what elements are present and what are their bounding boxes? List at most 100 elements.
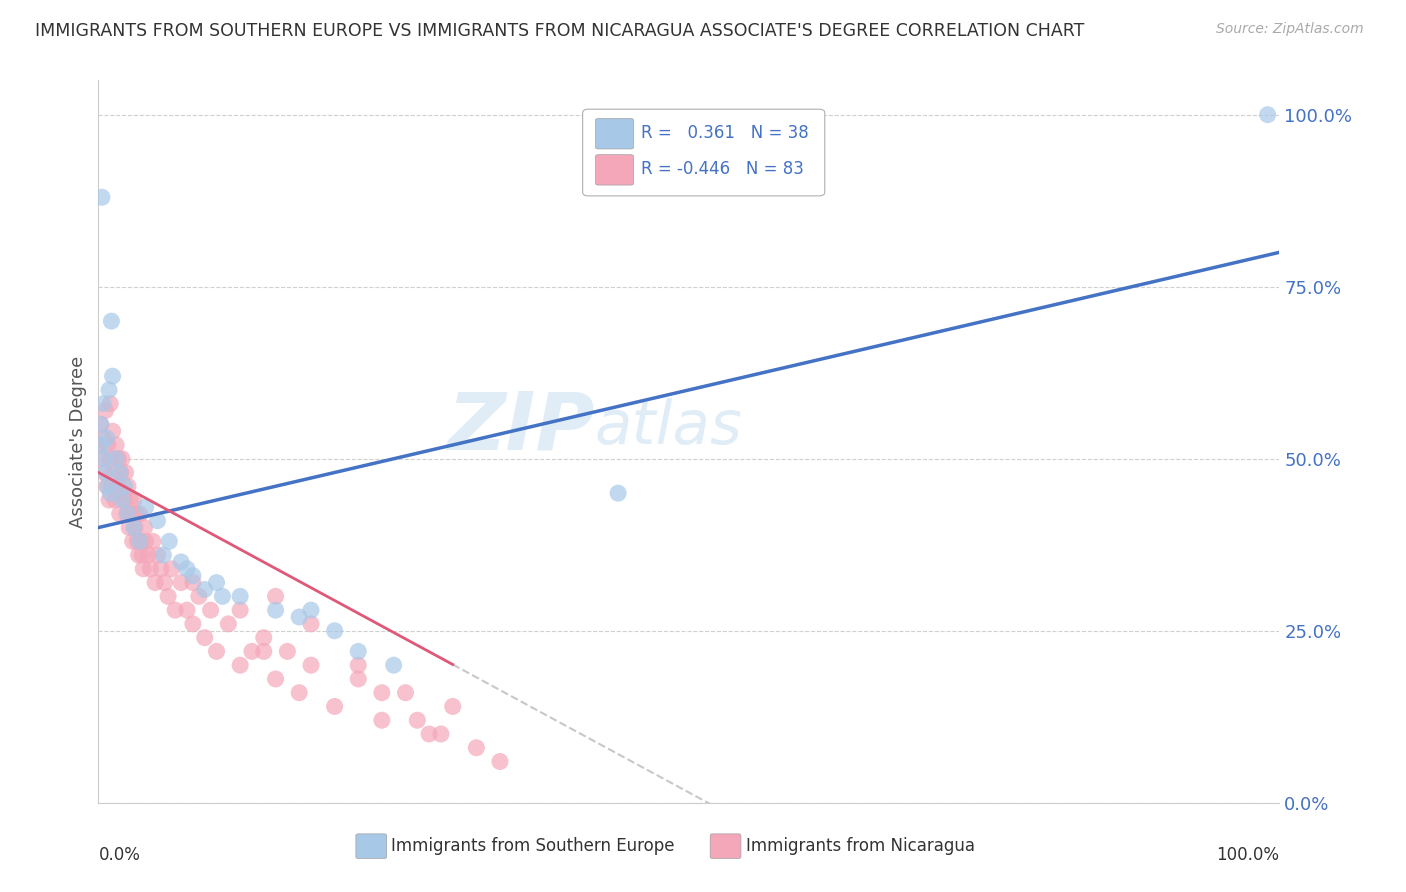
Point [111,493,134,508]
Point [135,534,157,549]
Text: R =   0.361   N = 38: R = 0.361 N = 38 [641,124,808,142]
Point [131,548,153,562]
Point [125,507,148,521]
Text: Source: ZipAtlas.com: Source: ZipAtlas.com [1216,22,1364,37]
Point [153,575,176,590]
Point [96,431,118,445]
Point [347,672,370,686]
Point [108,466,131,480]
Text: Immigrants from Nicaragua: Immigrants from Nicaragua [745,838,974,855]
Point [394,686,416,700]
Point [111,451,134,466]
Point [97,438,120,452]
Point [146,514,169,528]
Point [194,582,217,597]
Point [90,417,112,432]
Text: atlas: atlas [595,398,742,457]
Point [101,369,124,384]
Point [240,644,263,658]
Point [128,534,150,549]
Point [276,644,298,658]
FancyBboxPatch shape [596,154,634,185]
Point [288,610,311,624]
Point [200,603,222,617]
Point [91,190,114,204]
Point [135,500,157,514]
Point [176,562,198,576]
Point [104,493,127,508]
Point [89,438,111,452]
Point [132,562,155,576]
Point [146,548,169,562]
Point [105,438,128,452]
Point [121,534,143,549]
Text: R = -0.446   N = 83: R = -0.446 N = 83 [641,161,803,178]
FancyBboxPatch shape [710,834,741,858]
Point [127,534,149,549]
Point [170,555,193,569]
Point [112,479,135,493]
Point [229,590,252,604]
Point [181,568,204,582]
Point [98,451,121,466]
Point [97,479,120,493]
Point [371,686,394,700]
Point [117,479,139,493]
Point [157,590,180,604]
Point [96,479,118,493]
Point [128,507,150,521]
Text: 100.0%: 100.0% [1216,847,1279,864]
FancyBboxPatch shape [582,109,825,196]
Point [122,520,145,534]
Point [406,713,429,727]
Point [101,424,124,438]
Point [91,438,114,452]
Point [136,548,159,562]
Point [134,520,156,534]
Point [299,603,322,617]
Point [160,562,183,576]
Point [211,590,233,604]
Point [465,740,488,755]
Point [112,486,135,500]
Point [253,631,276,645]
Point [323,624,346,638]
Point [1257,108,1279,122]
Point [382,658,405,673]
Point [120,493,142,508]
FancyBboxPatch shape [596,119,634,149]
Point [121,507,143,521]
Point [91,451,114,466]
Point [187,590,209,604]
Point [112,493,135,508]
Point [118,520,141,534]
Point [91,397,114,411]
Point [430,727,453,741]
Point [124,520,146,534]
Point [117,507,139,521]
Point [94,403,117,417]
Point [115,507,138,521]
Y-axis label: Associate's Degree: Associate's Degree [69,355,87,528]
Point [323,699,346,714]
Point [264,672,287,686]
Point [98,493,121,508]
Point [122,493,145,508]
Point [181,616,204,631]
FancyBboxPatch shape [356,834,387,858]
Point [143,575,166,590]
Text: Immigrants from Southern Europe: Immigrants from Southern Europe [391,838,675,855]
Point [114,466,136,480]
Point [110,466,132,480]
Point [229,603,252,617]
Point [299,658,322,673]
Point [139,562,162,576]
Point [107,451,129,466]
Text: IMMIGRANTS FROM SOUTHERN EUROPE VS IMMIGRANTS FROM NICARAGUA ASSOCIATE'S DEGREE : IMMIGRANTS FROM SOUTHERN EUROPE VS IMMIG… [35,22,1084,40]
Point [105,451,128,466]
Point [194,631,217,645]
Point [94,466,117,480]
Point [98,397,121,411]
Point [98,383,121,397]
Point [229,658,252,673]
